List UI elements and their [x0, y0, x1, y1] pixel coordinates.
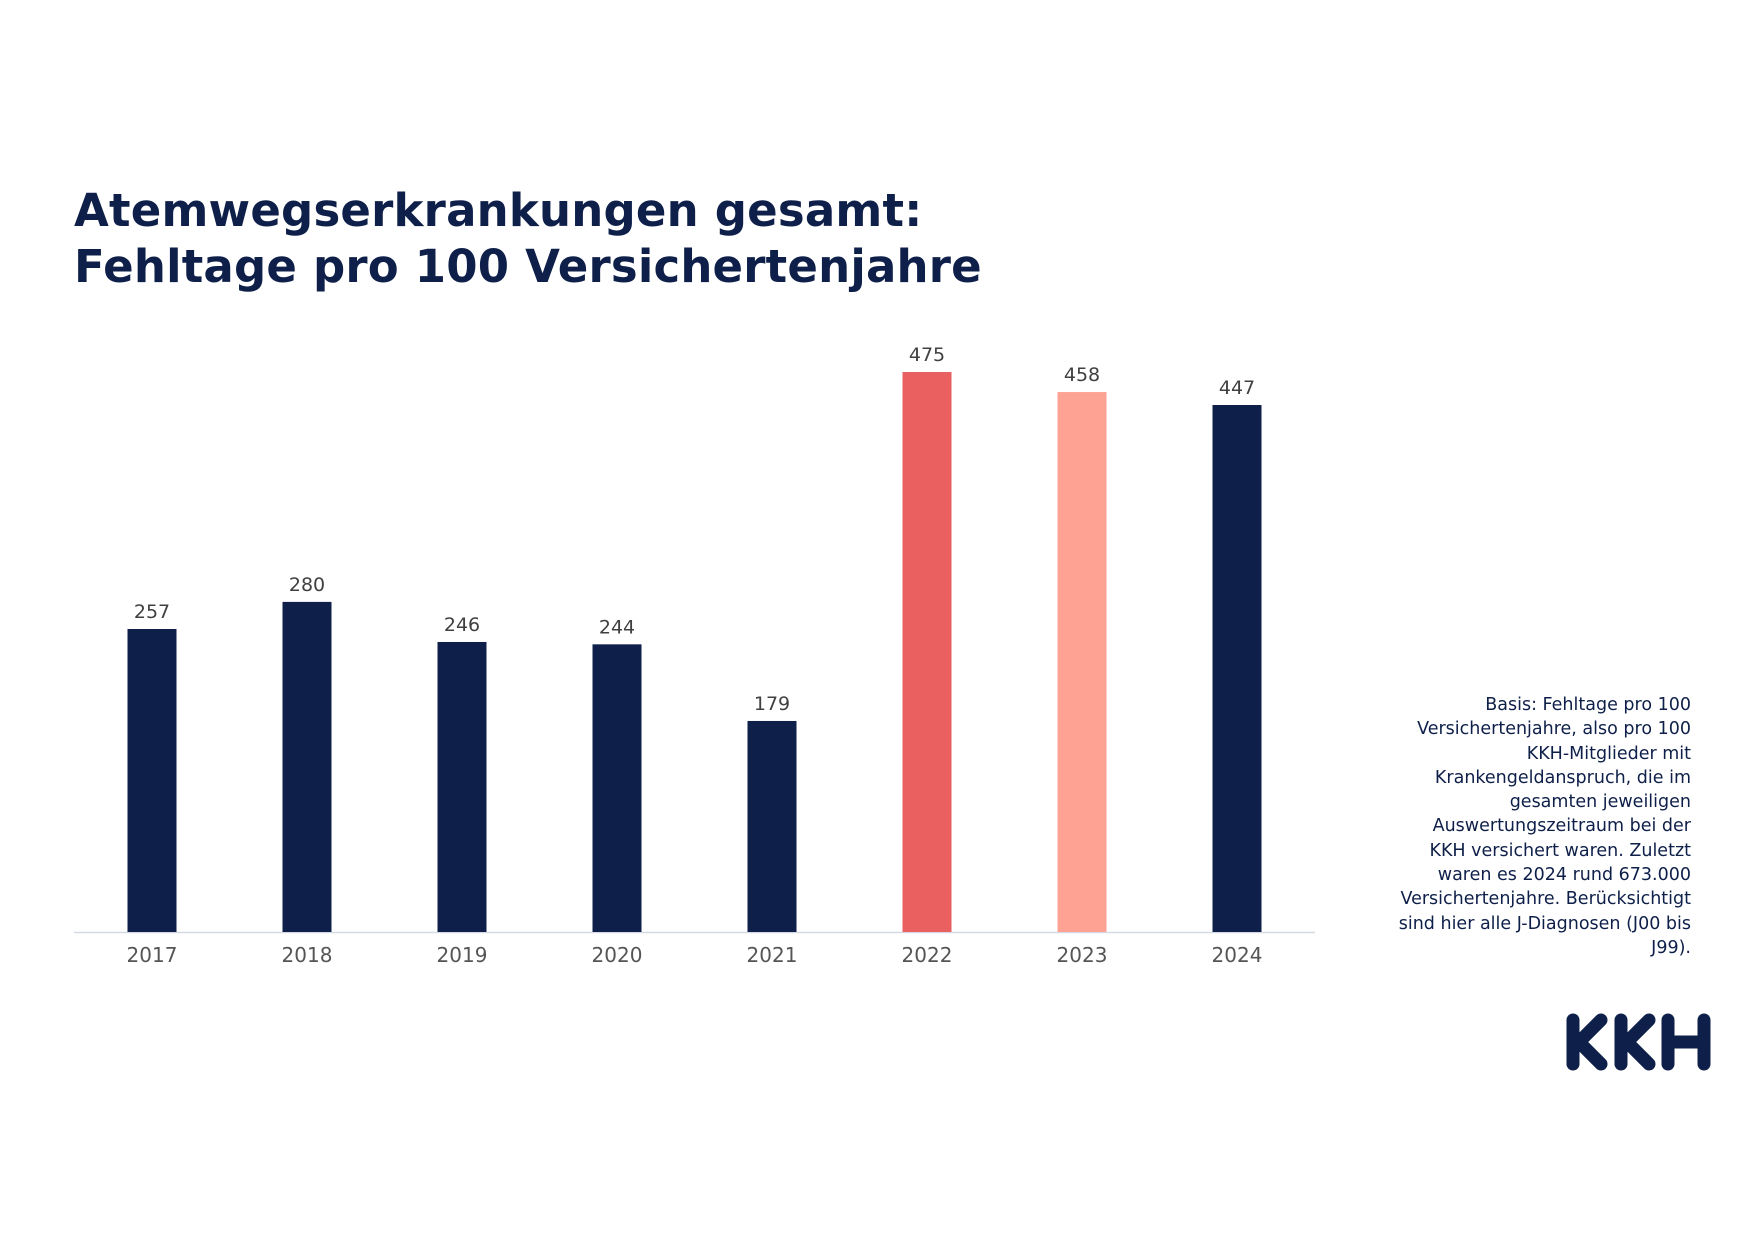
chart-title: Atemwegserkrankungen gesamt: Fehltage pr…: [74, 183, 982, 295]
x-tick-label-2024: 2024: [1212, 943, 1263, 967]
bar-2017: [127, 629, 177, 932]
data-label-2018: 280: [289, 574, 325, 596]
chart-title-line2: Fehltage pro 100 Versichertenjahre: [74, 240, 982, 293]
data-label-2023: 458: [1064, 364, 1100, 386]
x-tick-label-2022: 2022: [902, 943, 953, 967]
bar-2020: [592, 644, 642, 932]
data-label-2024: 447: [1219, 377, 1255, 399]
footnote: Basis: Fehltage pro 100 Versichertenjahr…: [1398, 695, 1691, 958]
chart-title-line1: Atemwegserkrankungen gesamt:: [74, 184, 923, 237]
data-label-2022: 475: [909, 344, 945, 366]
kkh-logo: [1566, 1013, 1711, 1071]
data-label-2017: 257: [134, 601, 170, 623]
bar-2023: [1057, 392, 1107, 932]
bar-2024: [1212, 405, 1262, 933]
x-tick-label-2019: 2019: [437, 943, 488, 967]
data-label-2019: 246: [444, 614, 480, 636]
data-label-2021: 179: [754, 693, 790, 715]
x-tick-label-2021: 2021: [747, 943, 798, 967]
x-tick-label-2017: 2017: [127, 943, 178, 967]
x-tick-label-2018: 2018: [282, 943, 333, 967]
bar-2019: [437, 641, 487, 932]
bar-2022: [902, 372, 952, 932]
bar-chart: 257 2017 280 2018 246 2019 244 2020 179 2021 475 20…: [74, 344, 1315, 967]
bar-2021: [747, 720, 797, 932]
data-label-2020: 244: [599, 616, 635, 638]
bar-2018: [282, 601, 332, 932]
x-tick-label-2023: 2023: [1057, 943, 1108, 967]
x-tick-label-2020: 2020: [592, 943, 643, 967]
